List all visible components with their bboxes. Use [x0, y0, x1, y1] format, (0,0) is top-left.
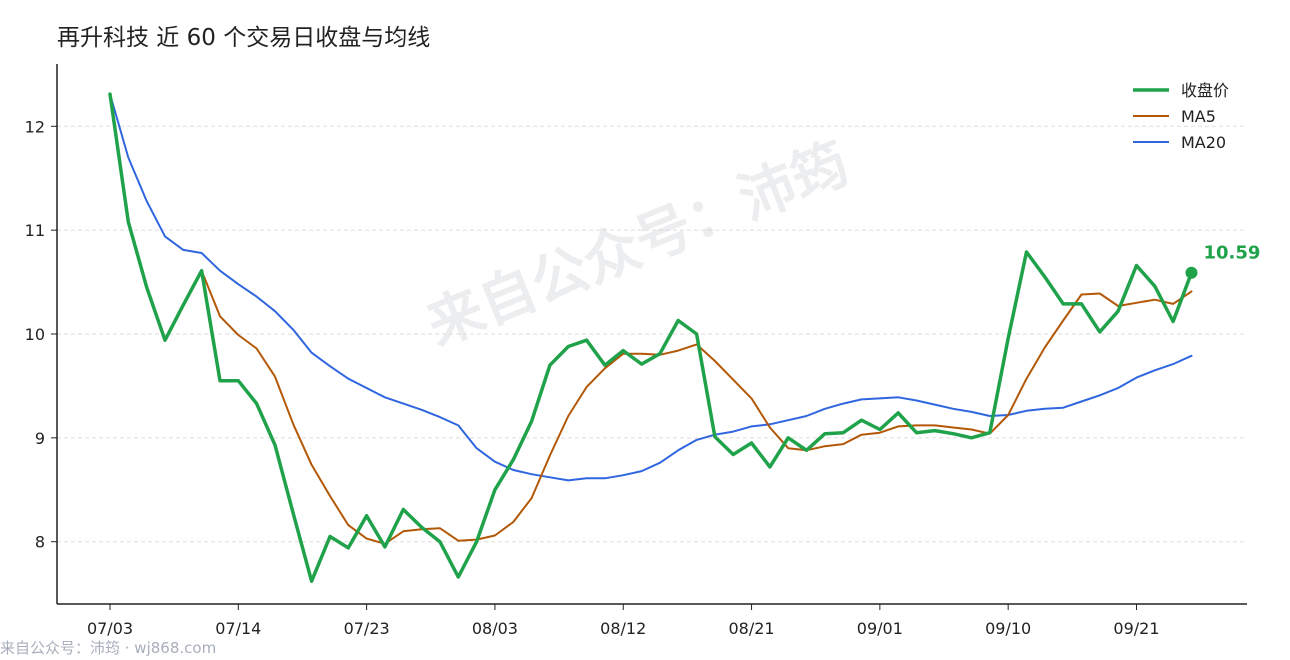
y-tick-label: 8: [35, 533, 45, 552]
x-tick-label: 07/14: [215, 619, 261, 638]
series-line-ma20: [109, 93, 1193, 482]
chart-title: 再升科技 近 60 个交易日收盘与均线: [57, 25, 430, 51]
series-line-close: [108, 92, 1194, 583]
x-tick-label: 08/12: [600, 619, 646, 638]
last-value-label: 10.59: [1203, 243, 1260, 264]
grid: [57, 125, 1247, 543]
series-line-ma5: [109, 93, 1193, 545]
x-tick-label: 08/21: [728, 619, 774, 638]
x-tick-label: 07/23: [344, 619, 390, 638]
x-tick-label: 07/03: [87, 619, 133, 638]
legend-label: MA20: [1181, 133, 1226, 152]
x-tick-label: 09/10: [985, 619, 1031, 638]
x-tick-label: 08/03: [472, 619, 518, 638]
series-lines: [108, 92, 1194, 583]
legend-label: 收盘价: [1181, 81, 1229, 100]
y-tick-label: 11: [25, 221, 45, 240]
y-axis: 8 9 10 11 12: [25, 117, 57, 552]
legend-label: MA5: [1181, 107, 1216, 126]
y-tick-label: 9: [35, 429, 45, 448]
y-tick-label: 12: [25, 117, 45, 136]
x-axis: 07/03 07/14 07/23 08/03 08/12 08/21 09/01 09/10…: [87, 604, 1160, 638]
center-watermark: 来自公众号：沛筠: [418, 131, 858, 359]
series-points: 10.59: [1185, 243, 1260, 279]
x-tick-label: 09/21: [1113, 619, 1159, 638]
footer-watermark: 来自公众号：沛筠 · wj868.com: [0, 639, 216, 657]
last-point-marker: [1185, 266, 1198, 279]
x-tick-label: 09/01: [857, 619, 903, 638]
y-tick-label: 10: [25, 325, 45, 344]
legend: 收盘价 MA5 MA20: [1133, 81, 1229, 152]
